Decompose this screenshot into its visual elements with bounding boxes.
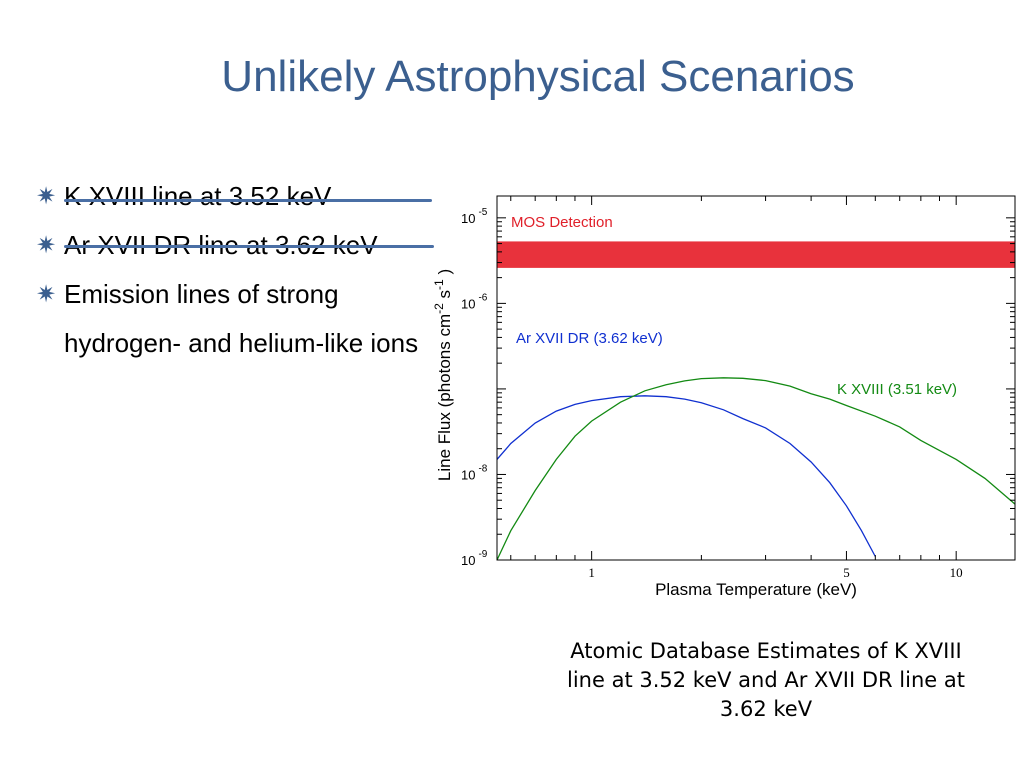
slide-title: Unlikely Astrophysical Scenarios: [221, 52, 855, 101]
y-axis-label: Line Flux (photons cm-2 s-1 ): [432, 269, 454, 481]
mos-detection-label: MOS Detection: [511, 214, 613, 231]
ar-xvii-series-label: Ar XVII DR (3.62 keV): [516, 330, 663, 347]
x-axis-label: Plasma Temperature (keV): [655, 580, 857, 599]
plot-frame: [496, 195, 1016, 561]
mos-detection-band: [497, 241, 1015, 268]
x-tick-label: 5: [843, 565, 850, 580]
bullet-item-emission-lines: ✷ Emission lines of strong hydrogen- and…: [36, 270, 436, 368]
bullet-item-ar-xvii: ✷ Ar XVII DR line at 3.62 keV: [36, 221, 436, 270]
k-xviii-series-label: K XVIII (3.51 keV): [837, 381, 957, 398]
bullet-text: K XVIII line at 3.52 keV: [64, 181, 332, 211]
x-tick-label: 10: [950, 565, 963, 580]
bullet-item-k-xviii: ✷ K XVIII line at 3.52 keV: [36, 172, 436, 221]
y-tick-label: 10 -6: [461, 292, 488, 311]
series-line-1: [497, 377, 1015, 560]
series-line-0: [497, 395, 876, 557]
y-tick-label: 10 -8: [461, 463, 488, 482]
star-bullet-icon: ✷: [36, 183, 57, 210]
bullet-list: ✷ K XVIII line at 3.52 keV ✷ Ar XVII DR …: [36, 172, 436, 368]
x-tick-label: 1: [588, 565, 595, 580]
strikethrough-line: [64, 245, 434, 248]
star-bullet-icon: ✷: [36, 232, 57, 259]
strikethrough-line: [64, 199, 432, 202]
y-tick-label: 10 -5: [461, 207, 488, 226]
y-tick-label: 10 -9: [461, 549, 488, 568]
chart-caption: Atomic Database Estimates of K XVIII lin…: [567, 639, 965, 721]
star-bullet-icon: ✷: [36, 281, 57, 308]
bullet-text: Emission lines of strong hydrogen- and h…: [64, 279, 419, 358]
